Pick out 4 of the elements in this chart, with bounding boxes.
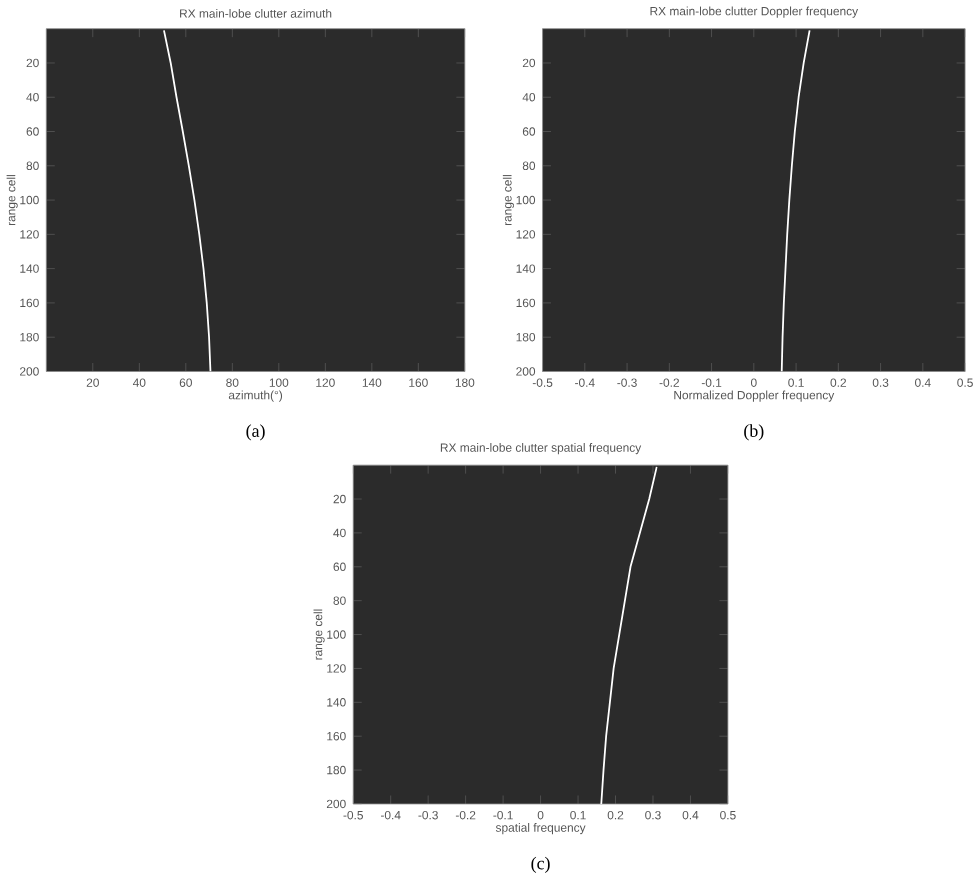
text: (b) [744, 424, 764, 441]
line-series [163, 29, 212, 372]
text: (c) [531, 857, 550, 874]
text: (a) [246, 424, 265, 441]
